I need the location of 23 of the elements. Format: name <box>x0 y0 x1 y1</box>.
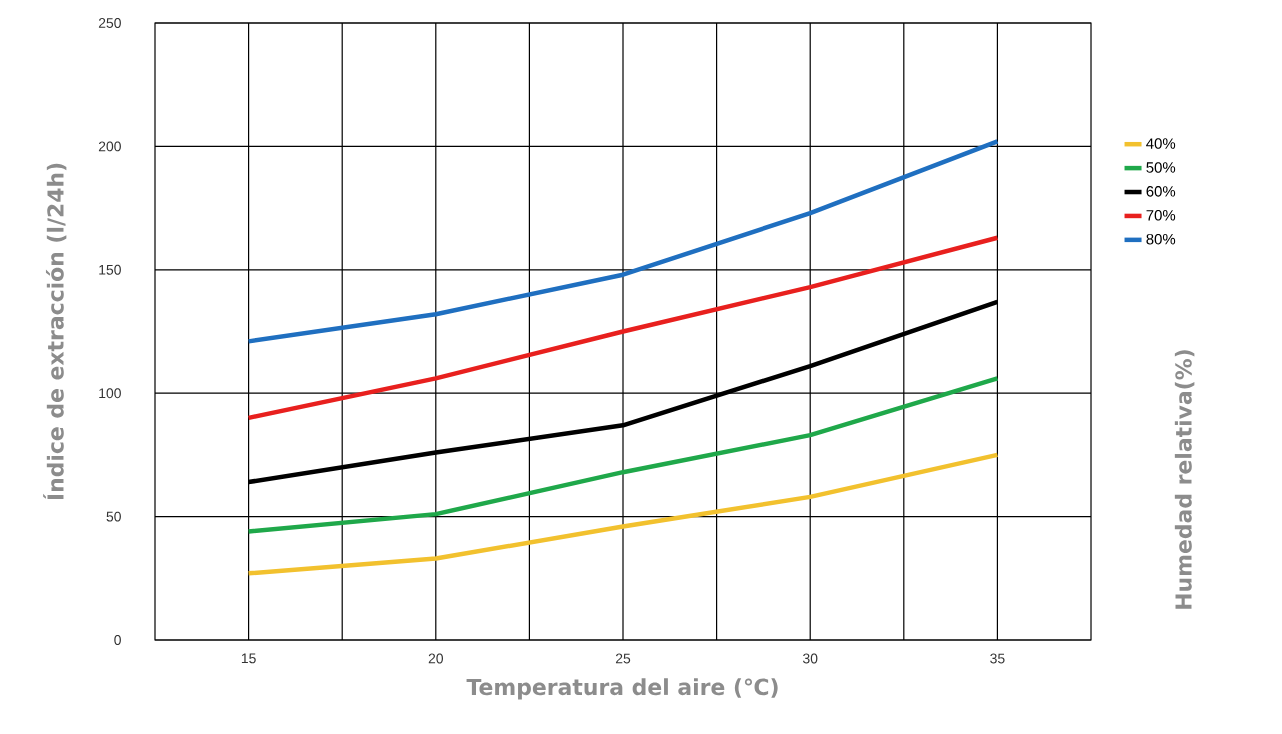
line-series <box>246 452 1000 576</box>
x-tick-label: 20 <box>428 653 444 664</box>
legend-title: Humedad relativa(%) <box>1174 350 1195 609</box>
y-tick-label: 250 <box>98 18 121 28</box>
x-tick-label: 30 <box>802 653 818 664</box>
x-tick-label: 35 <box>990 653 1005 664</box>
line-series <box>246 235 1000 421</box>
legend-label: 80% <box>1146 233 1176 245</box>
legend-label: 70% <box>1146 209 1176 221</box>
y-tick-label: 100 <box>99 388 121 399</box>
x-axis-title: Temperatura del aire (℃) <box>466 678 778 700</box>
y-tick-label: 0 <box>114 635 121 645</box>
y-tick-label: 200 <box>98 141 121 152</box>
x-tick-label: 15 <box>241 653 256 664</box>
y-axis-title: Índice de extracción (l/24h) <box>43 163 67 500</box>
x-tick-label: 25 <box>615 653 631 664</box>
y-tick-label: 150 <box>99 264 121 275</box>
legend-label: 40% <box>1146 138 1176 149</box>
line-series <box>246 376 1000 534</box>
y-tick-label: 50 <box>106 511 121 522</box>
legend-label: 50% <box>1146 162 1176 173</box>
legend-label: 60% <box>1146 186 1176 197</box>
line-series <box>246 139 1000 344</box>
